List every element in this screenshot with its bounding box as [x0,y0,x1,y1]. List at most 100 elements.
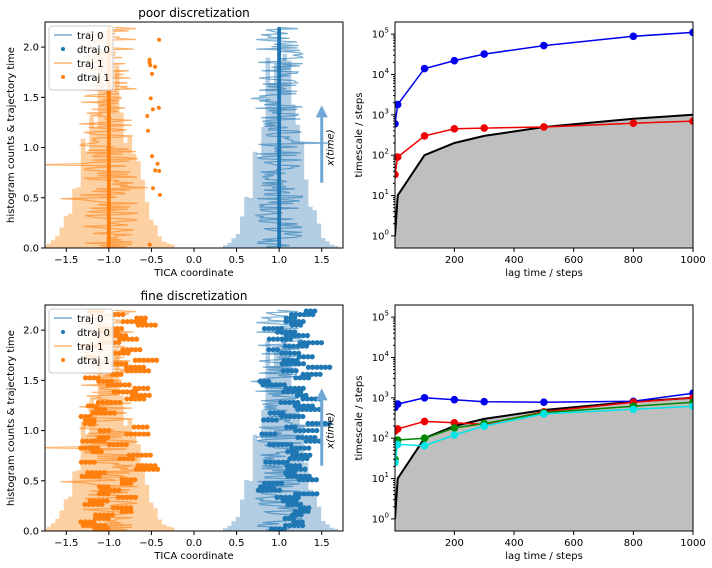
trajectory-line-traj0 [250,26,331,248]
timescale-point [480,50,488,58]
dtraj-point-traj0 [266,347,272,353]
dtraj-point-traj1 [132,494,138,500]
legend-swatch-dot [61,358,65,362]
dtraj-point-traj1 [157,192,162,197]
dtraj-point-traj0 [279,442,285,448]
dtraj-point-traj1 [107,410,113,416]
dtraj-point-traj1 [156,105,161,110]
dtraj-point-traj1 [151,186,156,191]
dtraj-point-traj0 [292,329,298,335]
dtraj-point-traj0 [297,340,303,346]
dtraj-point-traj0 [274,480,280,486]
histogram-bar-traj1 [106,374,111,531]
x-tick-label: −0.5 [139,538,163,549]
y-tick-exponent: 1 [385,188,389,196]
dtraj-point-traj1 [145,385,151,391]
dtraj-point-traj1 [92,512,99,518]
x-tick-label: 1000 [680,538,705,549]
timescale-point [480,124,488,132]
histogram-bar-traj0 [291,104,296,248]
histogram-bar-traj1 [144,201,150,248]
histogram-bar-traj1 [170,244,175,248]
dtraj-point-traj1 [118,326,125,332]
x-tick-label: −1.5 [54,255,78,266]
dtraj-point-traj1 [105,512,111,518]
timescale-point [540,410,548,418]
dtraj-point-traj1 [100,399,106,406]
histogram-bar-traj0 [303,462,309,531]
histogram-bar-traj0 [312,493,317,531]
timescale-point [420,441,429,450]
dtraj-point-traj1 [134,452,141,458]
histogram-bar-traj1 [72,188,77,248]
dtraj-point-traj1 [131,424,137,430]
dtraj-point-traj1 [136,385,142,391]
dtraj-point-traj1 [142,392,148,398]
dtraj-point-traj1 [115,494,121,500]
legend-entry: traj 0 [77,31,103,42]
dtraj-point-traj0 [297,311,303,318]
dtraj-point-traj0 [300,385,306,391]
dtraj-point-traj0 [284,424,290,430]
reference-line [395,113,693,236]
dtraj-point-traj1 [124,347,130,353]
dtraj-point-traj1 [96,498,102,504]
dtraj-point-traj1 [153,64,158,69]
dtraj-point-traj1 [90,410,96,416]
dtraj-point-traj0 [281,357,287,363]
dtraj-point-traj0 [313,420,320,427]
histogram-bar-traj1 [136,444,141,531]
dtraj-point-traj0 [322,420,328,427]
dtraj-point-traj1 [82,501,88,507]
histogram-bar-traj0 [333,245,339,248]
dtraj-point-traj0 [300,413,306,420]
dtraj-point-traj0 [313,371,319,377]
dtraj-point-traj0 [273,526,279,531]
panel-poor-discretization: x(time) −1.5 −1.0 −0.5 0.0 0.5 1.0 1.5 0.0 0.5 1.0… [6,6,344,279]
dtraj-point-traj1 [132,431,138,437]
dtraj-point-traj0 [313,477,319,483]
dtraj-point-traj1 [108,378,115,384]
dtraj-point-traj1 [117,399,123,406]
x-axis-label: lag time / steps [505,268,583,279]
dtraj-point-traj0 [278,326,285,332]
dtraj-point-traj1 [138,315,144,321]
histogram-bar-traj0 [303,179,309,248]
dtraj-point-traj0 [282,494,289,500]
histogram-bar-traj0 [261,410,266,531]
dtraj-point-traj1 [102,522,108,529]
plot-area [45,308,339,531]
histogram-bar-traj1 [119,112,124,248]
histogram-bar-traj0 [269,365,275,531]
dtraj-point-traj0 [270,326,276,332]
timescale-point [689,28,693,37]
dtraj-point-traj0 [266,336,272,342]
dtraj-point-traj1 [132,477,138,483]
dtraj-point-traj1 [128,431,134,437]
dtraj-point-traj0 [282,515,288,522]
dtraj-point-traj0 [297,375,303,381]
timescale-point [395,170,399,179]
legend-swatch-dot [61,47,65,51]
dtraj-point-traj0 [301,354,307,360]
dtraj-point-traj1 [86,445,92,451]
time-arrow-label: x(time) [326,129,337,166]
histogram-bar-traj1 [131,436,137,531]
histogram-bar-traj1 [85,434,90,531]
dtraj-point-traj1 [137,347,143,353]
dtraj-point-traj0 [304,371,310,377]
histogram-bar-traj1 [102,375,107,531]
histogram-bar-traj1 [67,496,73,531]
dtraj-point-traj1 [105,484,111,490]
y-tick-base: 10 [372,30,385,41]
dtraj-point-traj1 [91,498,97,504]
y-tick-label: 1.5 [23,93,39,104]
dtraj-point-traj1 [119,505,125,511]
dtraj-point-traj1 [149,357,155,363]
histogram-bar-traj0 [231,238,237,248]
dtraj-point-traj1 [106,427,112,434]
y-tick-label: 0.5 [23,476,39,487]
dtraj-point-traj1 [138,392,144,398]
dtraj-point-traj1 [78,519,84,525]
dtraj-point-traj1 [84,438,90,444]
